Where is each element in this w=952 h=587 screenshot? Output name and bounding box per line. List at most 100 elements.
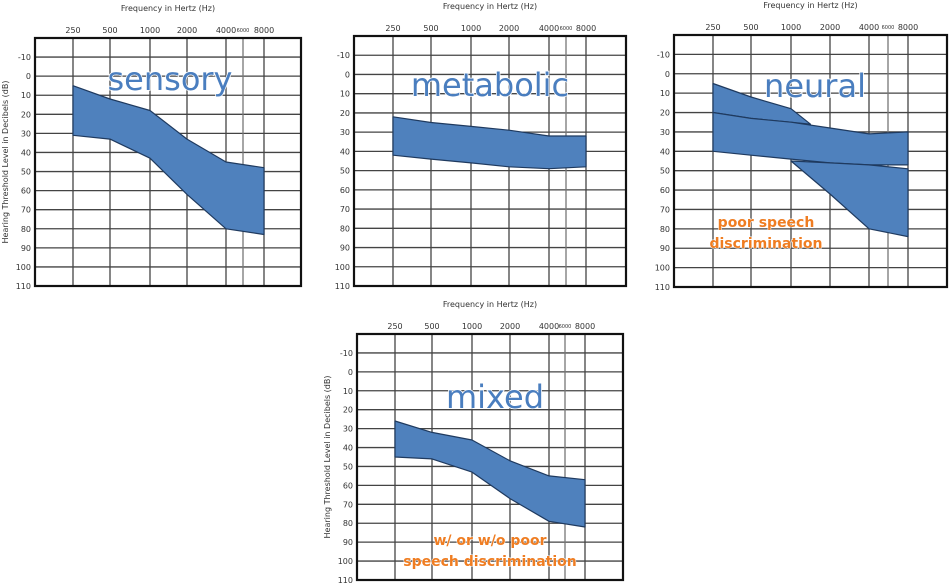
- y-tick-label: 80: [340, 224, 350, 233]
- y-tick-label: 100: [16, 263, 31, 272]
- x-tick-label: 6000: [882, 25, 895, 31]
- x-axis-title: Frequency in Hertz (Hz): [443, 300, 537, 309]
- x-tick-label: 1000: [781, 23, 801, 32]
- plot-frame: [672, 33, 949, 289]
- y-tick-label: 10: [343, 387, 353, 396]
- x-tick-label: 2000: [500, 322, 520, 331]
- x-tick-label: 4000: [859, 23, 879, 32]
- y-tick-label: 70: [21, 206, 31, 215]
- y-tick-label: 60: [21, 187, 31, 196]
- y-tick-label: 90: [343, 538, 353, 547]
- audiogram-metabolic: Frequency in Hertz (Hz) -10 0 10 20 30 40 50 60 7…: [335, 2, 628, 291]
- y-tick-label: 110: [16, 282, 31, 291]
- x-tick-label: 1000: [140, 26, 160, 35]
- y-tick-label: 30: [343, 425, 353, 434]
- hearing-loss-band: [394, 420, 586, 528]
- hearing-loss-band: [392, 116, 587, 170]
- y-tick-label: -10: [18, 53, 31, 62]
- y-tick-label: 50: [660, 167, 670, 176]
- y-tick-label: 10: [21, 91, 31, 100]
- x-tick-label: 250: [705, 23, 720, 32]
- x-tick-label: 8000: [576, 24, 596, 33]
- x-tick-label: 6000: [559, 324, 572, 330]
- y-tick-label: 70: [343, 500, 353, 509]
- y-tick-label: 80: [660, 225, 670, 234]
- x-tick-label: 2000: [177, 26, 197, 35]
- y-tick-label: 100: [335, 263, 350, 272]
- y-axis-title: Hearing Threshold Level in Decibels (dB): [1, 81, 10, 244]
- x-tick-label: 8000: [254, 26, 274, 35]
- y-tick-label: 70: [660, 205, 670, 214]
- speech-discrimination-note: poor speech: [718, 215, 815, 231]
- y-tick-label: 30: [21, 129, 31, 138]
- x-tick-label: 8000: [898, 23, 918, 32]
- x-tick-label: 4000: [539, 322, 559, 331]
- y-tick-label: 90: [21, 244, 31, 253]
- x-tick-label: 500: [743, 23, 758, 32]
- x-axis-title: Frequency in Hertz (Hz): [121, 4, 215, 13]
- x-tick-label: 6000: [237, 28, 250, 34]
- category-label: sensory: [108, 60, 233, 98]
- hearing-loss-band: [712, 111, 909, 166]
- y-tick-label: 30: [340, 128, 350, 137]
- x-tick-label: 8000: [575, 322, 595, 331]
- y-tick-label: 110: [338, 576, 353, 585]
- y-tick-label: 60: [343, 481, 353, 490]
- speech-discrimination-note: w/ or w/o poor: [433, 533, 546, 549]
- y-tick-label: 0: [348, 368, 353, 377]
- x-tick-label: 2000: [820, 23, 840, 32]
- y-tick-label: 80: [343, 519, 353, 528]
- audiogram-sensory: Frequency in Hertz (Hz) Hearing Threshold…: [1, 4, 303, 291]
- y-tick-label: 100: [338, 557, 353, 566]
- x-tick-label: 500: [424, 322, 439, 331]
- hearing-loss-band: [790, 160, 909, 238]
- y-tick-label: 40: [340, 147, 350, 156]
- y-tick-label: 110: [335, 282, 350, 291]
- x-axis-title: Frequency in Hertz (Hz): [763, 1, 857, 10]
- y-tick-label: 80: [21, 225, 31, 234]
- speech-discrimination-note: speech discrimination: [403, 554, 577, 570]
- plot-frame: [33, 36, 303, 288]
- y-tick-label: 50: [343, 462, 353, 471]
- y-tick-label: 20: [343, 406, 353, 415]
- plot-frame: [352, 34, 628, 288]
- y-tick-label: 20: [660, 109, 670, 118]
- y-tick-label: 90: [340, 244, 350, 253]
- audiogram-mixed: Frequency in Hertz (Hz) Hearing Threshold…: [323, 300, 625, 585]
- y-tick-label: 60: [340, 186, 350, 195]
- x-tick-label: 250: [65, 26, 80, 35]
- y-tick-label: 60: [660, 186, 670, 195]
- y-axis-title: Hearing Threshold Level in Decibels (dB): [323, 376, 332, 539]
- category-label: neural: [764, 67, 866, 105]
- y-tick-label: 90: [660, 244, 670, 253]
- x-tick-label: 250: [387, 322, 402, 331]
- y-tick-label: -10: [337, 51, 350, 60]
- y-tick-label: 40: [21, 148, 31, 157]
- hearing-loss-band: [72, 85, 265, 236]
- x-tick-label: 1000: [462, 322, 482, 331]
- y-tick-label: 40: [660, 147, 670, 156]
- audiogram-neural: Frequency in Hertz (Hz) -10 0 10 20 30 40 50 60 7…: [655, 1, 949, 292]
- y-tick-label: 40: [343, 444, 353, 453]
- x-tick-label: 4000: [216, 26, 236, 35]
- y-tick-label: 70: [340, 205, 350, 214]
- x-tick-label: 500: [102, 26, 117, 35]
- y-tick-label: 10: [340, 90, 350, 99]
- x-tick-label: 500: [423, 24, 438, 33]
- category-label: metabolic: [411, 66, 569, 104]
- y-tick-label: 20: [340, 109, 350, 118]
- y-tick-label: 100: [655, 264, 670, 273]
- plot-frame: [355, 332, 625, 582]
- y-tick-label: -10: [657, 50, 670, 59]
- y-tick-label: 110: [655, 283, 670, 292]
- x-tick-label: 2000: [499, 24, 519, 33]
- y-tick-label: -10: [340, 349, 353, 358]
- y-tick-label: 20: [21, 110, 31, 119]
- y-tick-label: 0: [26, 72, 31, 81]
- speech-discrimination-note: discrimination: [709, 236, 822, 252]
- x-axis-title: Frequency in Hertz (Hz): [443, 2, 537, 11]
- y-tick-label: 30: [660, 128, 670, 137]
- y-tick-label: 50: [340, 167, 350, 176]
- y-tick-label: 0: [665, 70, 670, 79]
